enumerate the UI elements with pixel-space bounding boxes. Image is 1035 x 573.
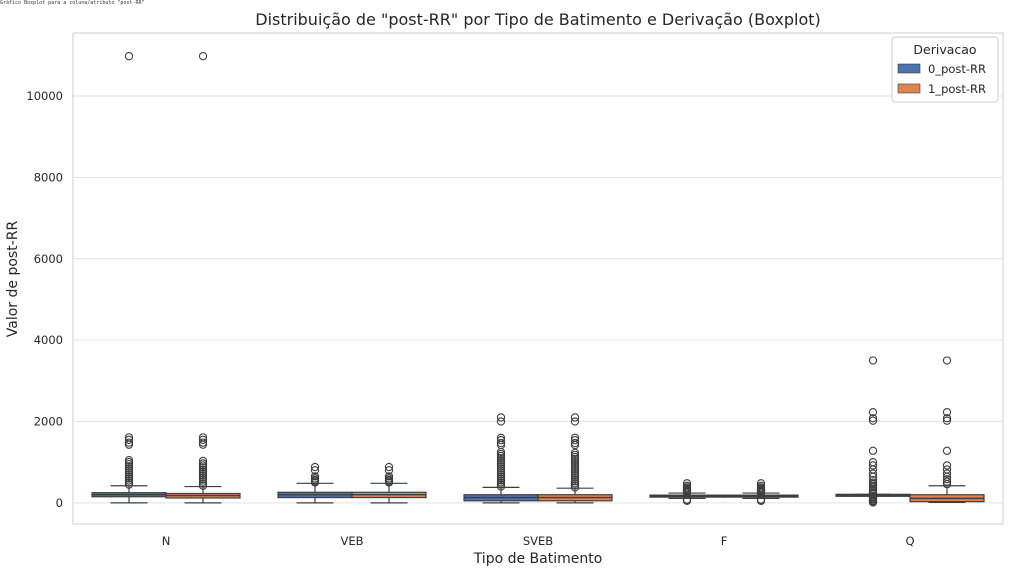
outlier-0-post-rr-n-16	[124, 433, 134, 442]
outlier-0-post-rr-veb-4	[310, 472, 320, 481]
outlier-0-post-rr-q-23	[868, 414, 878, 423]
outlier-1-post-rr-f-10	[756, 481, 766, 490]
outlier-1-post-rr-sveb-20	[570, 436, 580, 445]
outlier-1-post-rr-sveb-23	[570, 413, 580, 422]
legend-swatch-0-post-rr	[897, 63, 921, 74]
outlier-0-post-rr-sveb-20	[496, 436, 506, 445]
outlier-1-post-rr-q-5	[942, 465, 952, 474]
outlier-0-post-rr-q-19	[868, 461, 878, 470]
top-caption: Gráfico Boxplot para a coluna/atributo "…	[0, 0, 145, 6]
outlier-0-post-rr-n-12	[124, 455, 134, 465]
y-tick-label-2000: 2000	[34, 414, 63, 428]
outlier-0-post-rr-q-15	[868, 475, 878, 485]
outlier-1-post-rr-q-4	[942, 469, 952, 478]
y-tick-labels: 0 2000 4000 6000 8000 10000	[26, 89, 63, 510]
x-tick-label-n: N	[162, 534, 171, 548]
outlier-1-post-rr-q-6	[942, 461, 952, 470]
outlier-0-post-rr-veb-5	[310, 466, 320, 475]
outlier-0-post-rr-f-10	[682, 481, 692, 490]
outlier-1-post-rr-veb-4	[384, 472, 394, 481]
y-tick-label-6000: 6000	[34, 252, 63, 266]
grid-lines	[73, 95, 1003, 504]
y-tick-label-10000: 10000	[26, 89, 63, 103]
legend-label-1-post-rr: 1_post-RR	[928, 82, 986, 96]
outlier-0-post-rr-sveb-22	[496, 417, 506, 426]
outlier-0-post-rr-sveb-23	[496, 413, 506, 422]
outlier-0-post-rr-sveb-21	[496, 433, 506, 442]
legend: Derivacao 0_post-RR 1_post-RR	[891, 36, 999, 103]
legend-swatch-1-post-rr	[897, 83, 921, 94]
outlier-0-post-rr-veb-6	[310, 462, 320, 472]
outlier-1-post-rr-n-16	[198, 433, 208, 442]
plot-area	[72, 32, 1004, 525]
outlier-1-post-rr-sveb-22	[570, 417, 580, 426]
x-tick-label-f: F	[721, 534, 728, 548]
outlier-0-post-rr-n-14	[124, 438, 134, 447]
outlier-1-post-rr-q-7	[942, 446, 952, 455]
outlier-0-post-rr-n-17	[124, 52, 134, 61]
outlier-1-post-rr-n-12	[198, 456, 208, 466]
outlier-0-post-rr-q-17	[868, 469, 878, 478]
legend-title: Derivacao	[913, 42, 976, 57]
outlier-1-post-rr-q-10	[942, 407, 952, 417]
outlier-1-post-rr-q-1	[942, 477, 952, 486]
outliers	[124, 52, 952, 507]
outlier-1-post-rr-f-11	[756, 479, 766, 488]
y-axis-label: Valor de post-RR	[5, 221, 21, 338]
outlier-1-post-rr-q-11	[942, 356, 952, 365]
outlier-0-post-rr-q-24	[868, 407, 878, 417]
chart-title: Distribuição de "post-RR" por Tipo de Ba…	[255, 10, 821, 29]
outlier-0-post-rr-q-25	[868, 356, 878, 365]
outlier-1-post-rr-veb-6	[384, 462, 394, 472]
outlier-0-post-rr-q-21	[868, 446, 878, 455]
x-tick-label-q: Q	[905, 534, 914, 548]
outlier-0-post-rr-q-14	[868, 478, 878, 487]
outlier-1-post-rr-q-2	[942, 475, 952, 484]
outlier-1-post-rr-q-8	[942, 416, 952, 425]
outlier-0-post-rr-q-20	[868, 458, 878, 467]
x-tick-label-sveb: SVEB	[523, 534, 553, 548]
outlier-1-post-rr-n-15	[198, 435, 208, 444]
outlier-1-post-rr-sveb-19	[570, 438, 580, 448]
outlier-0-post-rr-n-15	[124, 435, 134, 444]
outlier-0-post-rr-sveb-19	[496, 438, 506, 448]
outlier-1-post-rr-sveb-21	[570, 433, 580, 442]
outlier-0-post-rr-f-11	[682, 479, 692, 488]
x-tick-label-veb: VEB	[340, 534, 363, 548]
outlier-1-post-rr-veb-5	[384, 466, 394, 475]
outlier-0-post-rr-q-22	[868, 416, 878, 425]
outlier-1-post-rr-n-11	[198, 459, 208, 468]
outlier-1-post-rr-n-17	[198, 52, 208, 61]
y-tick-label-8000: 8000	[34, 170, 63, 184]
x-tick-labels: N VEB SVEB F Q	[162, 534, 915, 548]
y-tick-label-0: 0	[56, 496, 63, 510]
outlier-1-post-rr-n-14	[198, 438, 208, 447]
legend-label-0-post-rr: 0_post-RR	[928, 62, 986, 76]
x-axis-label: Tipo de Batimento	[473, 551, 603, 567]
outlier-1-post-rr-q-9	[942, 414, 952, 423]
y-tick-label-4000: 4000	[34, 333, 63, 347]
